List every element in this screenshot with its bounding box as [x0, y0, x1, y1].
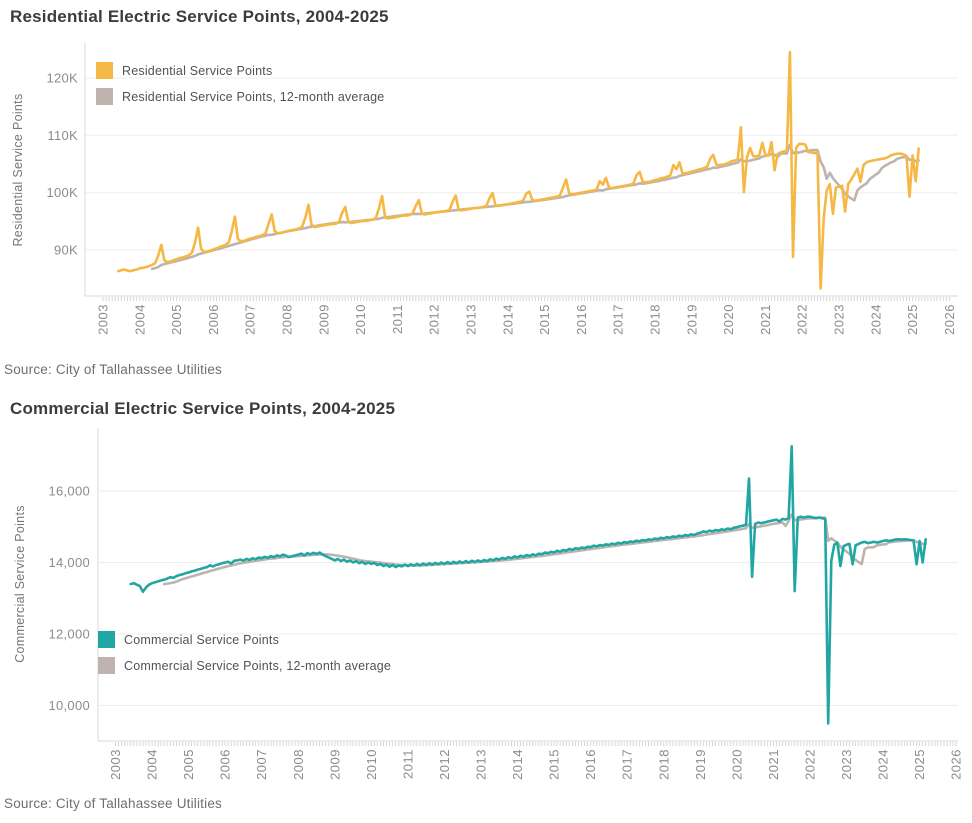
svg-text:2012: 2012: [427, 304, 442, 335]
svg-text:2020: 2020: [721, 304, 736, 335]
legend-label: Commercial Service Points: [124, 632, 280, 647]
svg-text:2005: 2005: [169, 304, 184, 335]
svg-text:2019: 2019: [693, 749, 708, 780]
svg-text:120K: 120K: [46, 71, 78, 86]
svg-text:90K: 90K: [54, 243, 78, 258]
y-tick-labels: 90K 100K 110K 120K: [46, 71, 78, 258]
commercial-y-axis-title: Commercial Service Points: [13, 505, 27, 663]
svg-text:12,000: 12,000: [48, 627, 90, 642]
x-axis-ticks: [102, 297, 950, 301]
svg-text:2020: 2020: [729, 749, 744, 780]
residential-chart-title: Residential Electric Service Points, 200…: [10, 7, 389, 26]
svg-text:2021: 2021: [758, 304, 773, 335]
commercial-chart: 2003 2004 2005 2006 2007 2008 2009 2010 2011 2012…: [48, 428, 964, 780]
svg-text:2003: 2003: [108, 749, 123, 780]
svg-text:2004: 2004: [132, 304, 147, 335]
svg-text:100K: 100K: [46, 185, 78, 200]
svg-text:2008: 2008: [280, 304, 295, 335]
legend-swatch-commercial: [98, 631, 115, 648]
svg-text:2007: 2007: [243, 304, 258, 335]
x-axis-ticks: [115, 742, 957, 746]
svg-text:2006: 2006: [206, 304, 221, 335]
residential-series-line: [117, 50, 920, 290]
legend-swatch-commercial-average: [98, 657, 115, 674]
y-tick-labels: 10,000 12,000 14,000 16,000: [48, 484, 90, 714]
svg-text:2022: 2022: [795, 304, 810, 335]
legend-row: Commercial Service Points: [98, 631, 391, 648]
svg-text:2015: 2015: [547, 749, 562, 780]
svg-text:2006: 2006: [218, 749, 233, 780]
residential-chart: 2003 2004 2005 2006 2007 2008 2009 2010 2011 2012…: [46, 43, 958, 335]
svg-text:2024: 2024: [868, 304, 883, 335]
svg-text:2025: 2025: [912, 749, 927, 780]
legend-swatch-residential-average: [96, 88, 113, 105]
x-tick-labels: 2003 2004 2005 2006 2007 2008 2009 2010 2011 2012…: [96, 304, 957, 335]
svg-text:2018: 2018: [656, 749, 671, 780]
svg-text:2012: 2012: [437, 749, 452, 780]
svg-text:2024: 2024: [876, 749, 891, 780]
svg-text:2022: 2022: [802, 749, 817, 780]
svg-text:2010: 2010: [353, 304, 368, 335]
svg-text:2011: 2011: [400, 749, 415, 779]
svg-text:2023: 2023: [832, 304, 847, 335]
svg-text:2008: 2008: [291, 749, 306, 780]
svg-text:2018: 2018: [648, 304, 663, 335]
svg-text:16,000: 16,000: [48, 484, 90, 499]
svg-text:110K: 110K: [47, 128, 78, 143]
x-tick-labels: 2003 2004 2005 2006 2007 2008 2009 2010 2011 2012…: [108, 749, 964, 780]
svg-text:2005: 2005: [181, 749, 196, 780]
svg-text:2016: 2016: [574, 304, 589, 335]
residential-legend: Residential Service Points Residential S…: [96, 62, 384, 114]
svg-text:2009: 2009: [316, 304, 331, 335]
commercial-chart-title: Commercial Electric Service Points, 2004…: [10, 399, 396, 418]
svg-text:2004: 2004: [145, 749, 160, 780]
svg-text:2009: 2009: [327, 749, 342, 780]
svg-text:2011: 2011: [390, 304, 405, 334]
commercial-series-line: [129, 445, 927, 725]
residential-source-label: Source: City of Tallahassee Utilities: [4, 362, 222, 377]
svg-text:2026: 2026: [942, 304, 957, 335]
residential-y-axis-title: Residential Service Points: [11, 93, 25, 247]
svg-text:2026: 2026: [949, 749, 964, 780]
legend-label: Residential Service Points, 12-month ave…: [122, 89, 385, 104]
svg-text:2023: 2023: [839, 749, 854, 780]
svg-text:2025: 2025: [905, 304, 920, 335]
commercial-source-label: Source: City of Tallahassee Utilities: [4, 796, 222, 811]
svg-text:14,000: 14,000: [48, 555, 90, 570]
legend-label: Residential Service Points: [122, 63, 273, 78]
svg-text:2003: 2003: [96, 304, 111, 335]
legend-swatch-residential: [96, 62, 113, 79]
legend-label: Commercial Service Points, 12-month aver…: [124, 658, 392, 673]
svg-text:2017: 2017: [620, 749, 635, 780]
legend-row: Residential Service Points: [96, 62, 384, 79]
commercial-legend: Commercial Service Points Commercial Ser…: [98, 631, 391, 683]
svg-text:2019: 2019: [684, 304, 699, 335]
svg-text:2015: 2015: [537, 304, 552, 335]
legend-row: Residential Service Points, 12-month ave…: [96, 88, 384, 105]
svg-text:2007: 2007: [254, 749, 269, 780]
svg-text:2016: 2016: [583, 749, 598, 780]
legend-row: Commercial Service Points, 12-month aver…: [98, 657, 391, 674]
svg-text:10,000: 10,000: [48, 698, 90, 713]
svg-text:2013: 2013: [464, 304, 479, 335]
svg-text:2010: 2010: [364, 749, 379, 780]
svg-text:2017: 2017: [611, 304, 626, 335]
svg-text:2014: 2014: [500, 304, 515, 335]
svg-text:2013: 2013: [474, 749, 489, 780]
svg-text:2021: 2021: [766, 749, 781, 780]
svg-text:2014: 2014: [510, 749, 525, 780]
commercial-average-line: [162, 513, 927, 586]
